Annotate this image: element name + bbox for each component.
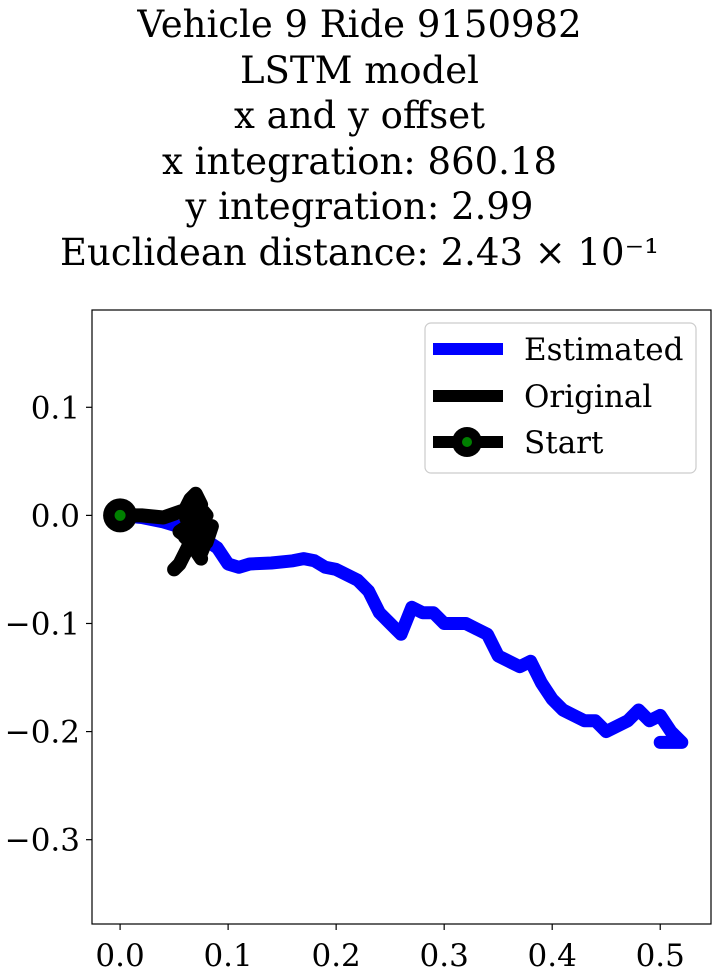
legend-original-label: Original	[524, 379, 652, 415]
legend-estimated-label: Estimated	[524, 332, 683, 368]
y-tick-label: −0.1	[5, 606, 80, 642]
title-line: y integration: 2.99	[185, 185, 534, 228]
chart-title: Vehicle 9 Ride 9150982 LSTM model x and …	[0, 0, 719, 275]
title-line: x and y offset	[234, 94, 485, 137]
title-line: Euclidean distance: 2.43 × 10⁻¹	[60, 230, 659, 274]
legend-box	[424, 322, 697, 474]
title-line: x integration: 860.18	[162, 139, 557, 183]
plot-frame	[91, 309, 712, 925]
legend-start-label: Start	[524, 425, 604, 461]
y-tick-label: 0.0	[31, 498, 80, 534]
y-tick-label: 0.1	[31, 390, 80, 426]
x-tick-label: 0.0	[95, 938, 144, 971]
series-layer	[103, 486, 689, 749]
x-tick-label: 0.4	[528, 938, 577, 971]
start-marker-center	[114, 509, 126, 521]
x-tick-label: 0.5	[636, 938, 685, 971]
y-tick-label: −0.2	[5, 715, 80, 751]
title-line: LSTM model	[239, 48, 480, 92]
x-tick-label: 0.1	[203, 938, 252, 971]
series-line-estimated	[113, 508, 689, 749]
y-tick-label: −0.3	[5, 823, 80, 859]
legend-start-marker-center	[462, 437, 472, 447]
title-line: Vehicle 9 Ride 9150982	[137, 3, 582, 46]
ticks-layer: 0.0 0.1 0.2 0.3 0.4 0.5 0.1 0.0 −0.1 −0.2 −0.3	[5, 390, 685, 971]
x-tick-label: 0.2	[311, 938, 360, 971]
legend: Estimated Original Start	[424, 322, 697, 474]
x-tick-label: 0.3	[420, 938, 469, 971]
series-line-original	[113, 486, 219, 577]
